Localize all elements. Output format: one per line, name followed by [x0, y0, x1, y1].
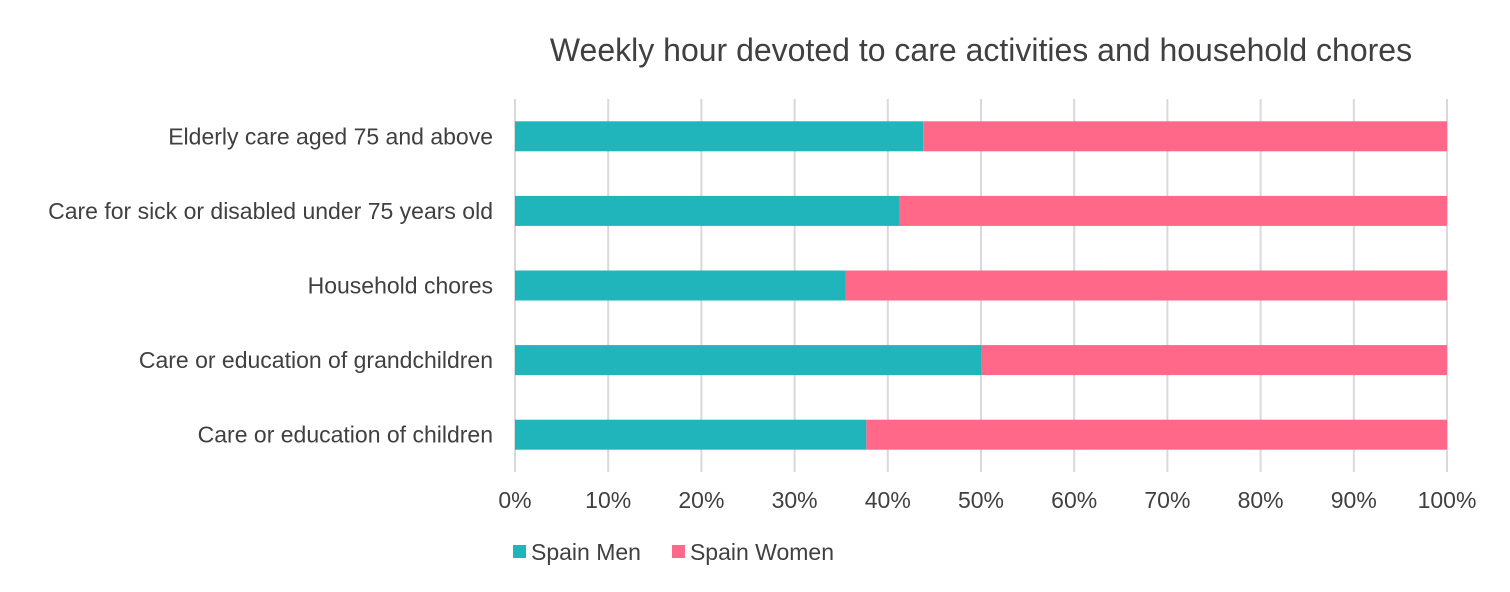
bar-segment [898, 195, 1447, 226]
bar-segment [515, 345, 981, 376]
category-label: Household chores [308, 273, 493, 299]
x-tick-label: 30% [772, 487, 818, 513]
bar-segment [515, 121, 924, 152]
category-label: Care or education of children [198, 422, 493, 448]
x-tick-label: 50% [958, 487, 1004, 513]
x-tick-label: 90% [1331, 487, 1377, 513]
x-tick-label: 80% [1238, 487, 1284, 513]
category-label: Elderly care aged 75 and above [168, 123, 493, 149]
bar-segment [515, 195, 899, 226]
bar-segment [866, 419, 1447, 450]
legend-swatch [671, 545, 685, 558]
x-tick-label: 20% [678, 487, 724, 513]
x-tick-label: 60% [1051, 487, 1097, 513]
x-tick-labels: 0% 10% 20% 30% 40% 50% 60% 70% 80% 90% 100% [498, 487, 1476, 513]
legend-label: Spain Men [531, 539, 641, 565]
x-tick-label: 70% [1144, 487, 1190, 513]
bar-segment [515, 419, 867, 450]
chart-title: Weekly hour devoted to care activities a… [550, 32, 1412, 68]
category-labels: Elderly care aged 75 and above Care for s… [48, 123, 493, 447]
bar-segment [515, 270, 846, 301]
x-tick-label: 40% [865, 487, 911, 513]
legend-swatch [513, 545, 526, 558]
bar-segment [981, 345, 1447, 376]
bar-segment [845, 270, 1447, 301]
category-label: Care for sick or disabled under 75 years… [48, 198, 493, 224]
category-label: Care or education of grandchildren [139, 347, 493, 373]
x-tick-label: 0% [498, 487, 531, 513]
x-tick-label: 100% [1418, 487, 1477, 513]
bar-segment [923, 121, 1447, 152]
bars [515, 121, 1447, 450]
legend-label: Spain Women [690, 539, 834, 565]
legend: Spain Men Spain Women [513, 539, 834, 565]
x-tick-label: 10% [585, 487, 631, 513]
